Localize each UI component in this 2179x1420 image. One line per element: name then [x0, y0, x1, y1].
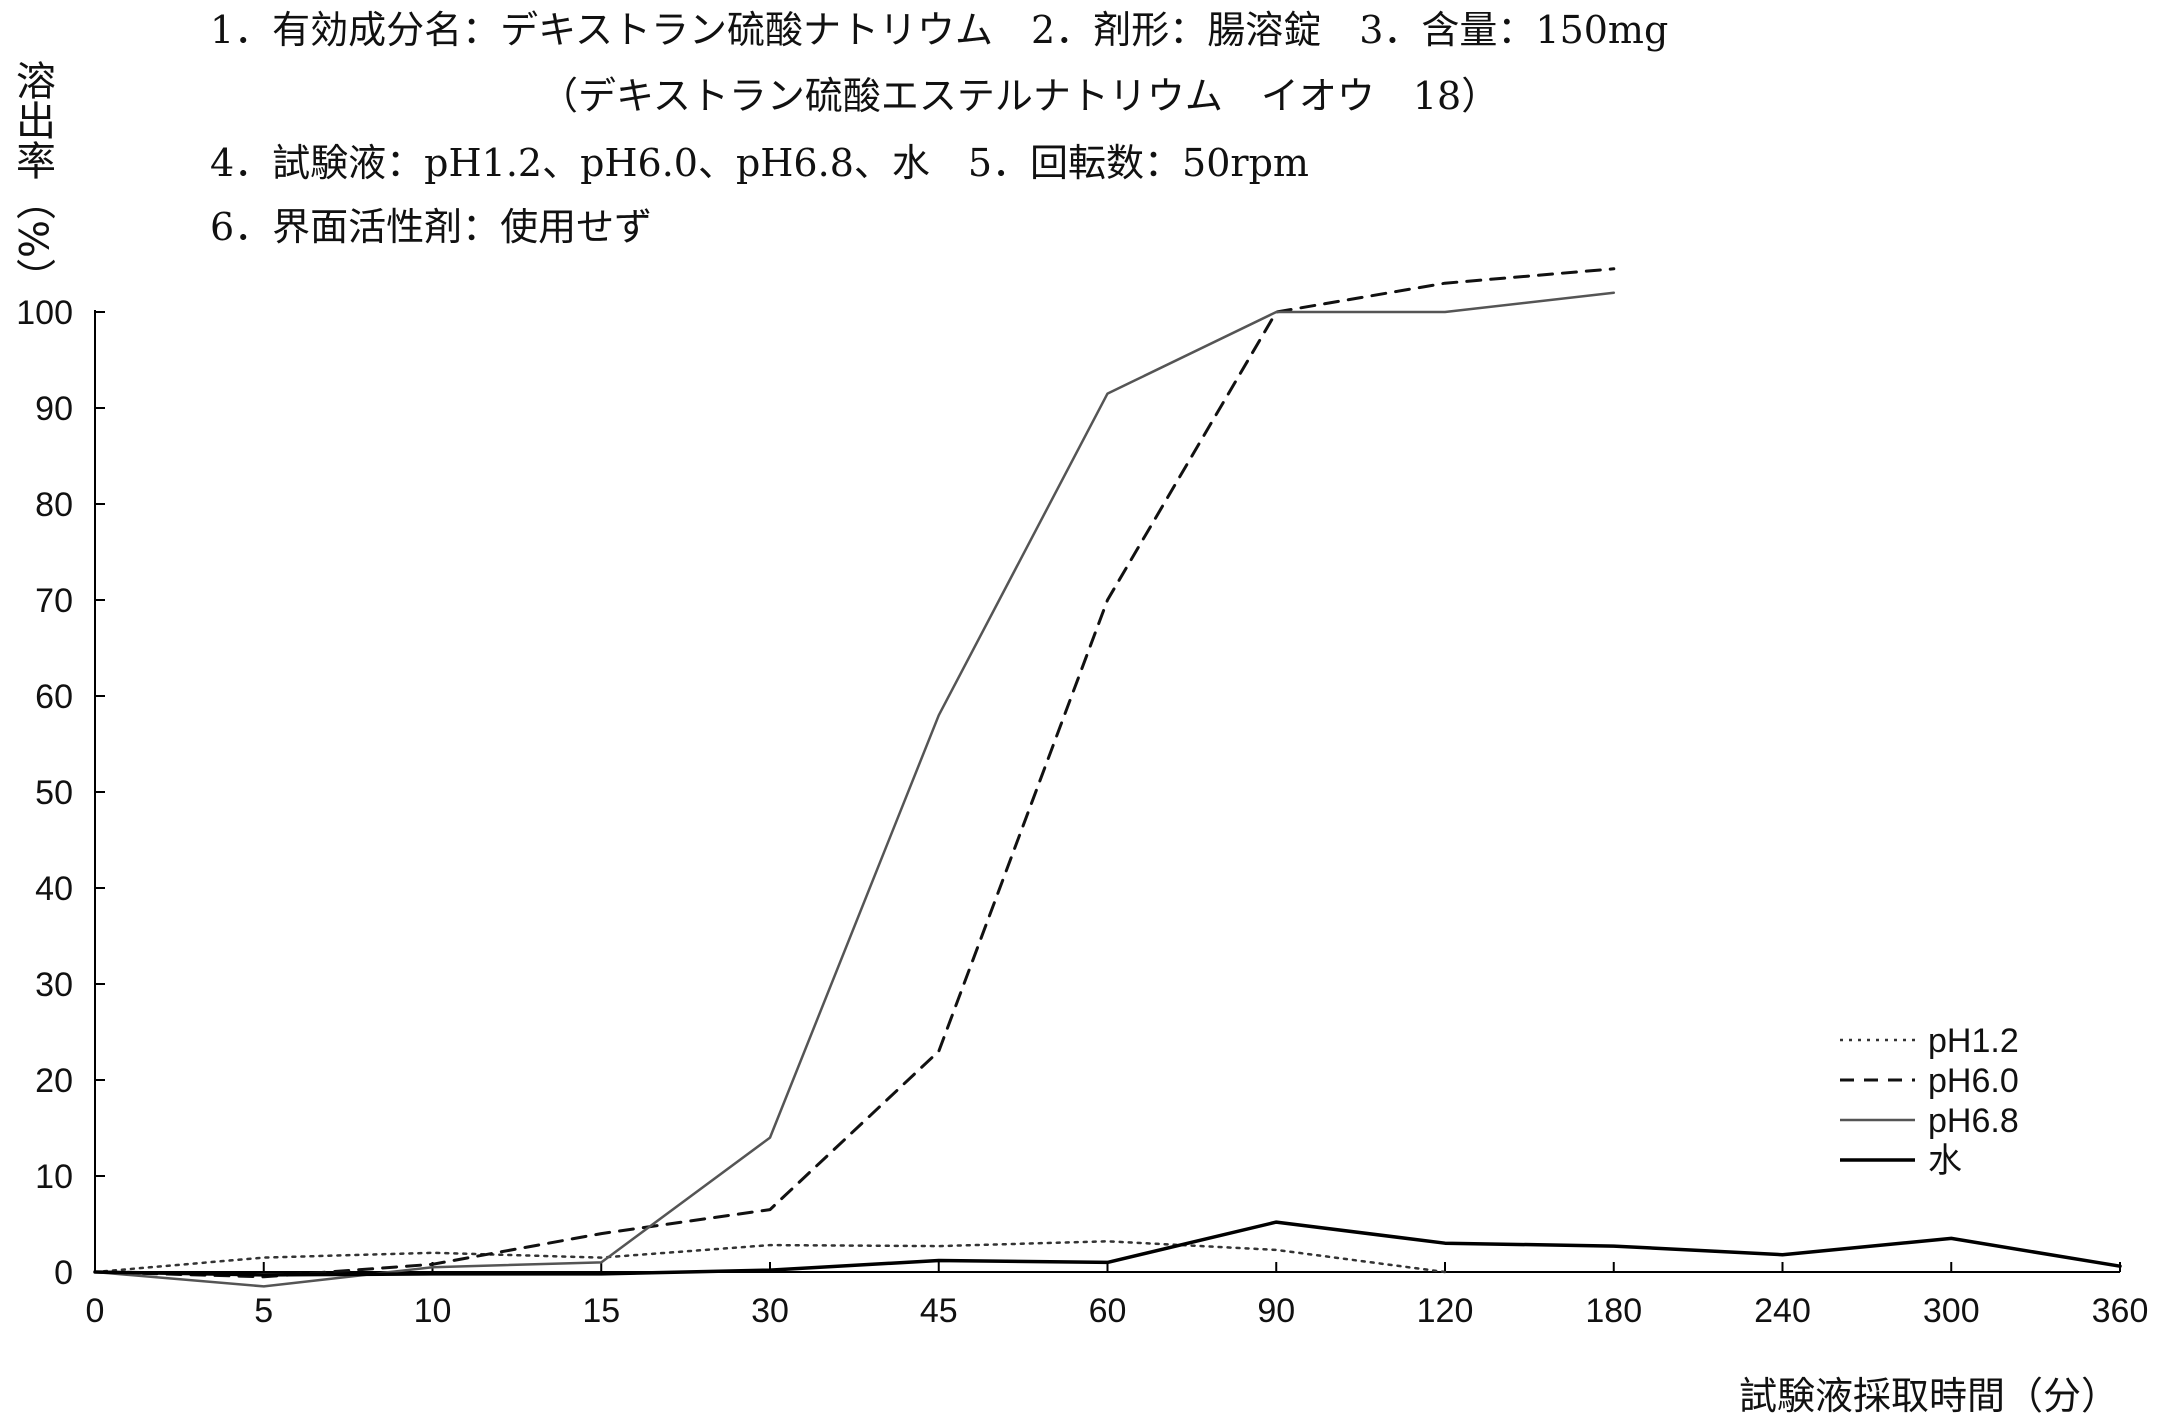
- x-tick-label: 120: [1417, 1292, 1474, 1330]
- y-tick-label: 70: [35, 582, 73, 620]
- x-tick-label: 30: [751, 1292, 789, 1330]
- y-tick-label: 100: [16, 294, 73, 332]
- x-axis-label: 試験液採取時間（分）: [1738, 1374, 2119, 1418]
- y-tick-label: 80: [35, 486, 73, 524]
- header-line-3: 4．試験液：pH1.2、pH6.0、pH6.8、水 5．回転数：50rpm: [210, 141, 1309, 185]
- legend-label: pH6.8: [1928, 1102, 2019, 1140]
- x-tick-label: 60: [1089, 1292, 1127, 1330]
- series-line-3: [93, 291, 1616, 1288]
- series-line-4: [93, 1220, 2122, 1277]
- y-tick-label: 60: [35, 678, 73, 716]
- y-tick-label: 30: [35, 966, 73, 1004]
- x-tick-label: 90: [1257, 1292, 1295, 1330]
- header-line-1: 1．有効成分名：デキストラン硫酸ナトリウム 2．剤形：腸溶錠 3．含量：150m…: [210, 8, 1669, 52]
- legend-label: pH1.2: [1928, 1022, 2019, 1060]
- legend-label: 水: [1928, 1142, 1962, 1180]
- header-line-4: 6．界面活性剤：使用せず: [210, 205, 653, 249]
- y-tick-label: 0: [54, 1254, 73, 1292]
- x-tick-label: 15: [582, 1292, 620, 1330]
- y-tick-label: 50: [35, 774, 73, 812]
- x-tick-label: 0: [86, 1292, 105, 1330]
- x-tick-label: 300: [1923, 1292, 1980, 1330]
- y-tick-label: 20: [35, 1062, 73, 1100]
- header-line-2: （デキストラン硫酸エステルナトリウム イオウ 18）: [540, 74, 1500, 118]
- series-line-2: [93, 267, 1616, 1279]
- x-tick-label: 10: [414, 1292, 452, 1330]
- x-tick-label: 240: [1754, 1292, 1811, 1330]
- x-tick-label: 180: [1585, 1292, 1642, 1330]
- legend-label: pH6.0: [1928, 1062, 2019, 1100]
- x-tick-label: 5: [254, 1292, 273, 1330]
- y-axis-label: 溶出率（%）: [9, 60, 55, 299]
- x-tick-label: 45: [920, 1292, 958, 1330]
- series-line-1: [93, 1240, 1447, 1274]
- x-tick-label: 360: [2092, 1292, 2149, 1330]
- y-tick-label: 90: [35, 390, 73, 428]
- y-tick-label: 40: [35, 870, 73, 908]
- y-tick-label: 10: [35, 1158, 73, 1196]
